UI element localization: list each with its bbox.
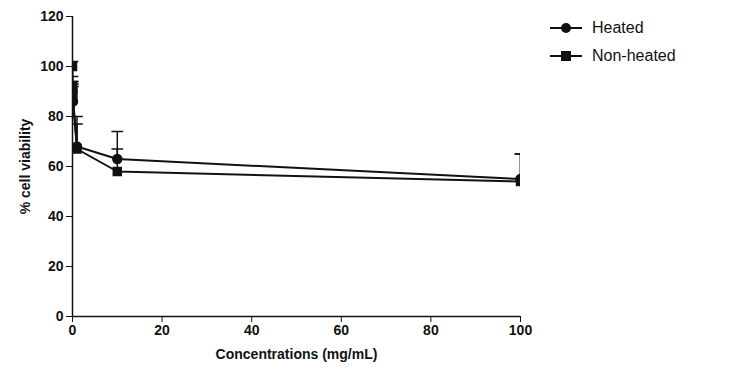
svg-text:40: 40 bbox=[48, 208, 64, 224]
svg-text:0: 0 bbox=[56, 308, 64, 324]
svg-text:% cell viability: % cell viability bbox=[17, 118, 33, 214]
html-text:Non-heated: Non-heated bbox=[592, 47, 676, 64]
svg-text:100: 100 bbox=[509, 322, 533, 338]
svg-text:0: 0 bbox=[69, 322, 77, 338]
html-text:Heated: Heated bbox=[592, 19, 644, 36]
svg-text:20: 20 bbox=[48, 258, 64, 274]
svg-text:Concentrations (mg/mL): Concentrations (mg/mL) bbox=[216, 346, 378, 362]
svg-text:60: 60 bbox=[334, 322, 350, 338]
svg-text:120: 120 bbox=[40, 8, 64, 24]
svg-text:80: 80 bbox=[423, 322, 439, 338]
svg-text:60: 60 bbox=[48, 158, 64, 174]
svg-text:80: 80 bbox=[48, 108, 64, 124]
svg-text:100: 100 bbox=[40, 58, 64, 74]
svg-text:40: 40 bbox=[244, 322, 260, 338]
svg-text:20: 20 bbox=[154, 322, 170, 338]
